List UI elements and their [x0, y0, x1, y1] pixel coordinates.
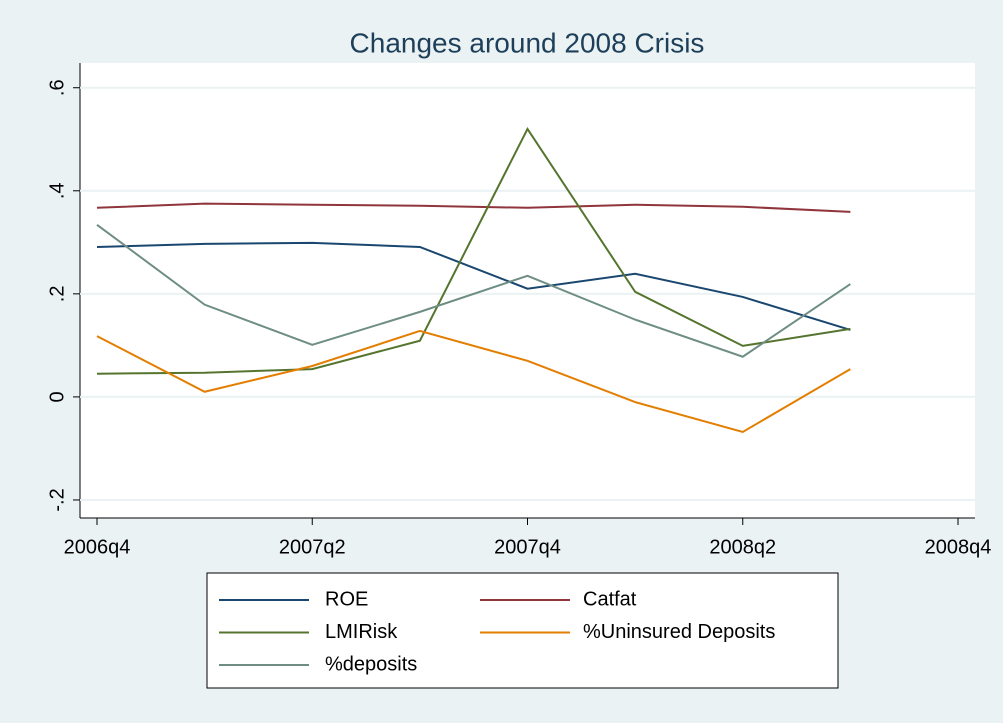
x-tick-label: 2006q4 — [64, 536, 131, 558]
y-tick-label: -.2 — [46, 488, 68, 511]
chart-title: Changes around 2008 Crisis — [350, 27, 705, 58]
series-line — [96, 126, 851, 375]
series-line — [96, 202, 851, 213]
y-tick-label: 0 — [46, 391, 68, 402]
x-tick-label: 2007q2 — [279, 536, 346, 558]
y-tick-label: .6 — [46, 79, 68, 96]
legend-label: Catfat — [583, 588, 637, 610]
y-tick-label: .4 — [46, 182, 68, 199]
series-line — [96, 223, 851, 358]
x-tick-label: 2008q2 — [709, 536, 776, 558]
legend-label: ROE — [325, 588, 368, 610]
series-line — [96, 329, 851, 434]
y-tick-label: .2 — [46, 286, 68, 303]
series-line — [96, 241, 851, 331]
legend-label: LMIRisk — [325, 621, 398, 643]
x-tick-label: 2008q4 — [925, 536, 992, 558]
x-tick-label: 2007q4 — [494, 536, 561, 558]
plot-area — [80, 63, 975, 518]
legend — [206, 572, 839, 689]
legend-label: %deposits — [325, 653, 417, 675]
legend-label: %Uninsured Deposits — [583, 621, 775, 643]
